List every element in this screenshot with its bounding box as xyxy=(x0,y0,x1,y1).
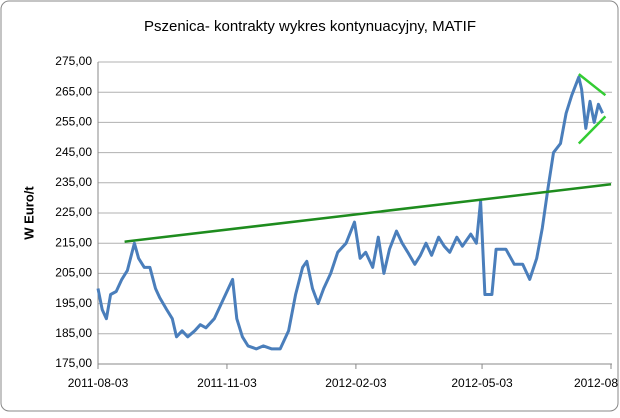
price-line xyxy=(96,75,604,351)
y-tick-label: 195,00 xyxy=(55,296,92,310)
y-tick-label: 235,00 xyxy=(55,175,92,189)
y-axis-label: W Euro/t xyxy=(21,186,36,240)
y-tick-label: 205,00 xyxy=(55,266,92,280)
x-tick-label: 2012-02-03 xyxy=(325,376,387,390)
x-tick-label: 2012-05-03 xyxy=(451,376,513,390)
y-tick-label: 185,00 xyxy=(55,326,92,340)
y-tick-label: 275,00 xyxy=(55,54,92,68)
y-tick-label: 175,00 xyxy=(55,356,92,370)
trend-line xyxy=(578,73,607,97)
trend-line xyxy=(577,115,607,145)
y-tick-label: 255,00 xyxy=(55,115,92,129)
x-tick-label: 2011-11-03 xyxy=(197,376,257,390)
y-tick-label: 225,00 xyxy=(55,205,92,219)
y-tick-label: 245,00 xyxy=(55,145,92,159)
chart-title: Pszenica- kontrakty wykres kontynuacyjny… xyxy=(144,18,476,35)
x-tick-label: 2011-08-03 xyxy=(68,376,129,390)
y-tick-label: 265,00 xyxy=(55,84,92,98)
y-tick-label: 215,00 xyxy=(55,235,92,249)
trend-line xyxy=(124,183,612,243)
x-tick-label: 2012-08 xyxy=(574,376,618,390)
